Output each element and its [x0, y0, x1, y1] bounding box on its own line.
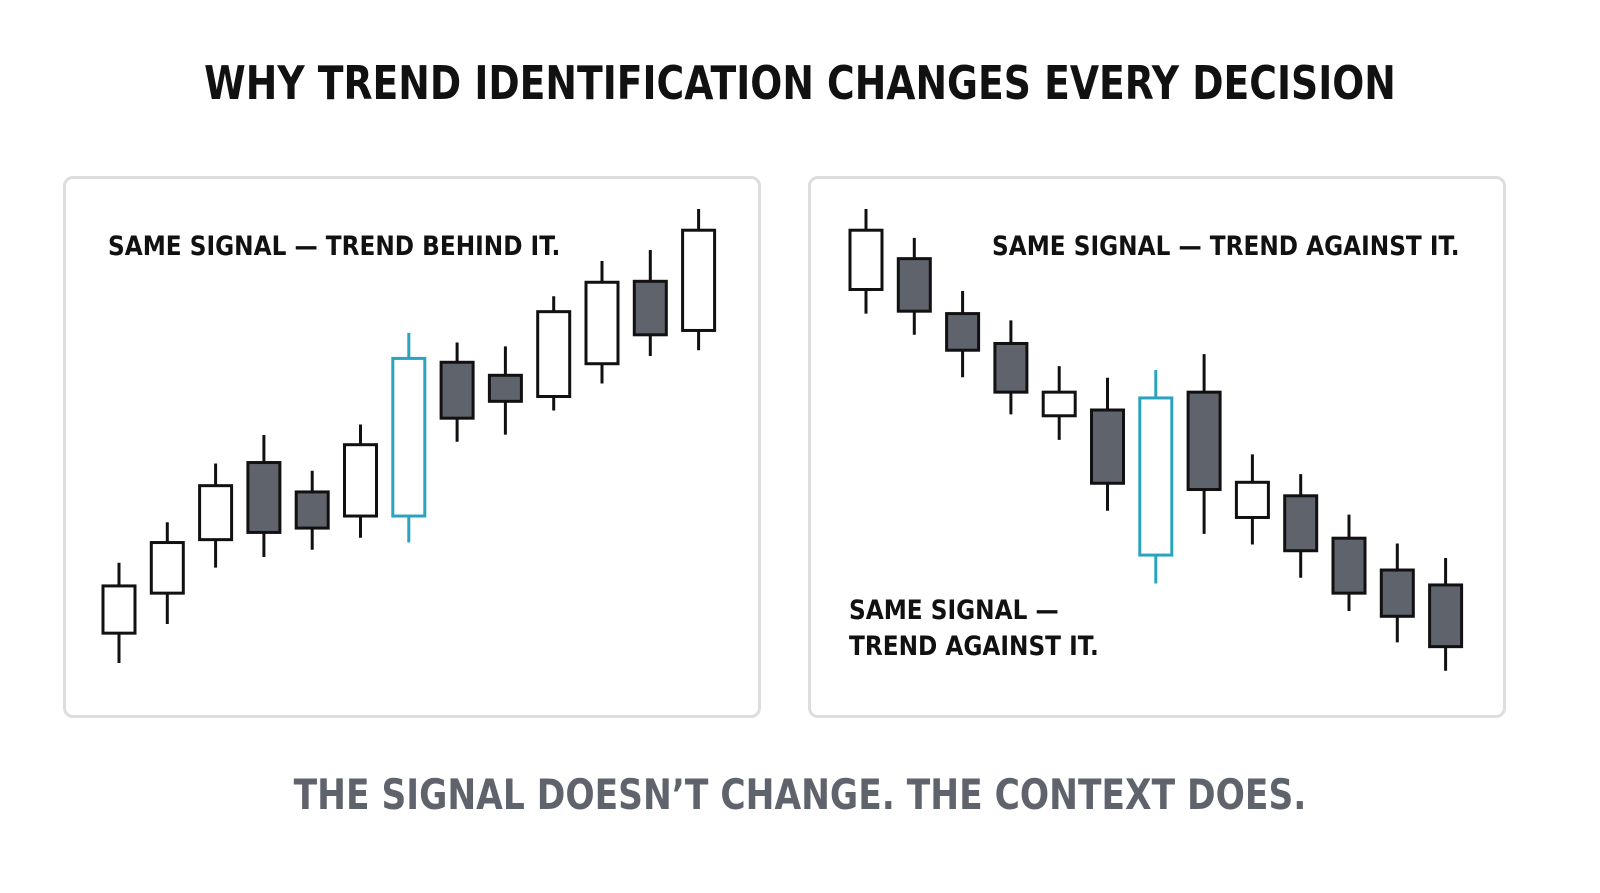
downtrend-candle-1	[848, 209, 884, 314]
uptrend-candle-5	[294, 470, 330, 550]
uptrend-candle-13-body	[681, 228, 717, 332]
uptrend-candle-9	[487, 346, 523, 435]
uptrend-candle-9-body	[487, 373, 523, 403]
downtrend-candle-10-body	[1283, 494, 1319, 553]
footer-caption: THE SIGNAL DOESN’T CHANGE. THE CONTEXT D…	[293, 770, 1307, 819]
downtrend-candle-12	[1379, 543, 1415, 643]
downtrend-candle-8	[1186, 354, 1222, 534]
downtrend-candle-6	[1090, 377, 1125, 511]
downtrend-candle-13-body	[1428, 583, 1464, 649]
uptrend-candle-6-body	[343, 443, 378, 518]
downtrend-label-top: SAME SIGNAL — TREND AGAINST IT.	[992, 231, 1460, 262]
uptrend-candle-6	[343, 424, 378, 538]
downtrend-candle-11	[1331, 514, 1367, 611]
uptrend-candlestick-chart	[101, 209, 717, 664]
uptrend-candle-10-body	[536, 310, 572, 398]
downtrend-candle-4-body	[993, 341, 1029, 394]
downtrend-candle-7-signal	[1138, 369, 1174, 584]
uptrend-candle-12	[632, 249, 668, 357]
uptrend-candle-3	[198, 463, 234, 568]
downtrend-candle-9	[1234, 454, 1270, 545]
downtrend-label-bottom: SAME SIGNAL — TREND AGAINST IT.	[849, 593, 1099, 665]
downtrend-candle-9-body	[1234, 480, 1270, 519]
downtrend-candle-7-body	[1138, 396, 1174, 557]
downtrend-candle-10	[1283, 474, 1319, 578]
uptrend-candle-8	[439, 342, 475, 442]
downtrend-candle-3	[945, 290, 981, 378]
downtrend-label-bottom-line-1: SAME SIGNAL —	[849, 595, 1059, 626]
downtrend-candle-13	[1428, 557, 1464, 671]
downtrend-candle-2	[896, 237, 932, 335]
uptrend-candle-2	[149, 522, 185, 625]
uptrend-candle-13	[681, 209, 717, 351]
downtrend-panel: SAME SIGNAL — TREND AGAINST IT. SAME SIG…	[808, 176, 1506, 718]
uptrend-candle-5-body	[294, 490, 330, 530]
downtrend-candle-2-body	[896, 257, 932, 313]
downtrend-candle-5-body	[1041, 390, 1077, 418]
downtrend-candle-1-body	[848, 228, 884, 291]
uptrend-candle-11-body	[584, 280, 620, 366]
uptrend-candle-4-body	[246, 461, 282, 534]
uptrend-candle-3-body	[198, 484, 234, 542]
uptrend-candle-1	[101, 562, 137, 664]
downtrend-candlestick-chart	[848, 209, 1464, 671]
uptrend-candle-2-body	[149, 541, 185, 595]
uptrend-candle-1-body	[101, 584, 137, 635]
uptrend-candle-10	[536, 296, 572, 411]
uptrend-candle-7-body	[391, 356, 427, 518]
downtrend-candle-5	[1041, 366, 1077, 440]
uptrend-candle-8-body	[439, 360, 475, 420]
uptrend-label: SAME SIGNAL — TREND BEHIND IT.	[108, 231, 561, 262]
downtrend-candle-3-body	[945, 312, 981, 352]
downtrend-candle-4	[993, 320, 1029, 415]
downtrend-candle-12-body	[1379, 568, 1415, 618]
uptrend-panel: SAME SIGNAL — TREND BEHIND IT.	[63, 176, 761, 718]
uptrend-candle-12-body	[632, 279, 668, 337]
downtrend-label-bottom-line-2: TREND AGAINST IT.	[849, 631, 1099, 662]
uptrend-candle-7-signal	[391, 332, 427, 543]
uptrend-candle-11	[584, 261, 620, 384]
downtrend-candle-11-body	[1331, 536, 1367, 595]
page-title: WHY TREND IDENTIFICATION CHANGES EVERY D…	[204, 56, 1396, 110]
downtrend-candle-8-body	[1186, 390, 1222, 492]
downtrend-candle-6-body	[1090, 408, 1125, 485]
uptrend-candle-4	[246, 435, 282, 558]
